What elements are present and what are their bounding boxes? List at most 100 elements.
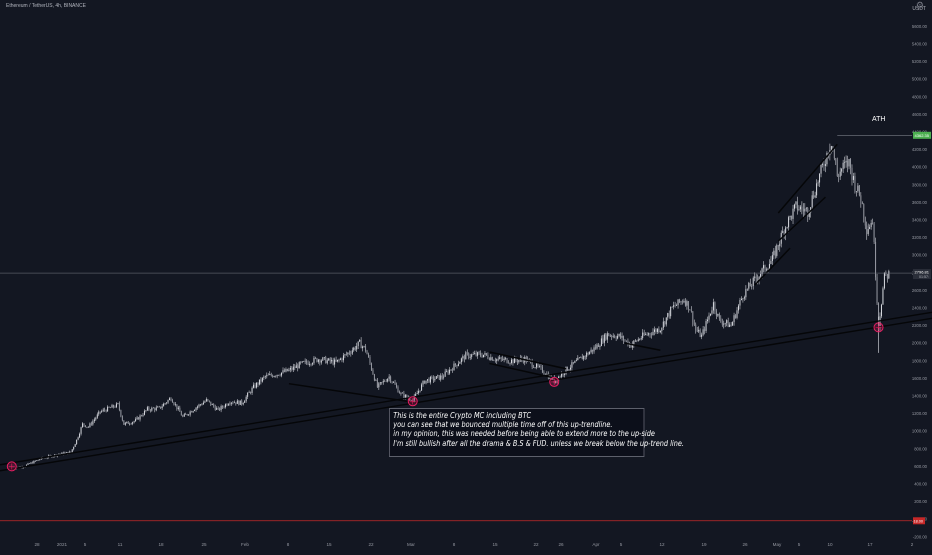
candle-body [752, 277, 754, 286]
candle-body [393, 382, 395, 383]
candle-body [620, 333, 622, 338]
time-tick-label: Feb [241, 542, 249, 547]
candle-body [658, 328, 660, 333]
candle-body [796, 201, 798, 211]
price-tick-label: 1200.00 [912, 411, 928, 416]
candle-body [580, 356, 582, 358]
candle-body [182, 415, 184, 417]
last-price-countdown: 01:57: [919, 275, 929, 279]
candle-body [354, 347, 356, 350]
candle-body [543, 372, 545, 375]
candle-body [139, 415, 141, 420]
price-tick-label: 600.00 [914, 464, 927, 469]
candle-body [701, 334, 703, 337]
candle-body [266, 374, 268, 377]
candle-body [767, 268, 769, 270]
candle-body [99, 411, 101, 413]
candle-body [424, 380, 426, 384]
annotation-note[interactable]: This is the entire Crypto MC including B… [389, 408, 684, 457]
candle-body [577, 357, 579, 361]
candle-body [801, 206, 803, 209]
candle-body [396, 384, 398, 387]
candle-body [861, 201, 863, 205]
candle-body [65, 452, 67, 453]
candle-body [115, 403, 117, 408]
candle-body [454, 363, 456, 365]
candle-body [686, 301, 688, 306]
candle-body [533, 366, 535, 368]
candle-body [671, 306, 673, 308]
candle-body [751, 285, 753, 287]
candle-body [593, 347, 595, 352]
candle-body [640, 338, 642, 340]
candle-body [306, 360, 308, 363]
candle-body [61, 452, 63, 454]
candle-body [735, 315, 737, 318]
price-tick-label: 3200.00 [912, 235, 928, 240]
candle-body [774, 250, 776, 256]
candle-body [765, 269, 767, 271]
candle-body [817, 182, 819, 184]
candle-body [643, 332, 645, 335]
candle-body [263, 376, 265, 378]
candle-body [400, 393, 402, 394]
candle-body [879, 316, 881, 328]
candle-body [26, 464, 28, 467]
candle-body [513, 357, 515, 364]
candle-body [387, 378, 389, 382]
candle-body [474, 353, 476, 355]
candle-body [857, 185, 859, 192]
candle-body [699, 329, 701, 337]
price-tick-label: 4200.00 [912, 147, 928, 152]
candle-body [275, 376, 277, 377]
candle-body [883, 272, 885, 289]
uptrend-line [0, 311, 932, 466]
candle-body [341, 358, 343, 361]
candle-body [742, 298, 744, 300]
candle-body [233, 402, 235, 404]
price-tick-label: 2000.00 [912, 341, 928, 346]
price-tick-label: 2200.00 [912, 323, 928, 328]
candle-body [95, 417, 97, 420]
candle-body [33, 460, 35, 464]
candle-body [325, 357, 327, 364]
candle-body [340, 358, 341, 360]
reference-badge [913, 517, 925, 525]
candle-body [568, 369, 570, 371]
candle-body [763, 265, 765, 269]
candle-body [824, 164, 826, 166]
time-axis[interactable]: 28 2021 5 11 18 25 Feb 8 15 22 Mar 8 15 22 26 Apr 5 12 19 2… [34, 542, 913, 547]
candle-body [615, 337, 617, 339]
candle-body [92, 421, 94, 425]
candle-body [481, 355, 483, 358]
settings-gear-icon[interactable]: ⚙ [915, 0, 924, 10]
candle-body [876, 277, 878, 304]
candle-body [138, 417, 140, 420]
candle-body [770, 260, 772, 265]
candle-body [223, 407, 225, 408]
time-tick-label: 10 [827, 542, 833, 547]
candle-body [804, 208, 806, 212]
time-tick-label: 15 [492, 542, 498, 547]
candle-body [118, 403, 120, 411]
candle-body [123, 420, 125, 425]
candle-body [886, 274, 888, 279]
candle-body [541, 366, 543, 373]
candle-body [692, 311, 694, 323]
candle-body [621, 336, 623, 338]
candle-body [882, 288, 884, 305]
time-tick-label: 17 [867, 542, 873, 547]
candle-body [316, 358, 318, 362]
candle-body [497, 358, 499, 360]
candle-body [264, 376, 266, 377]
candle-body [631, 344, 633, 348]
symbol-title[interactable]: Ethereum / TetherUS, 4h, BINANCE [6, 3, 86, 9]
candle-body [401, 393, 403, 394]
candle-body [158, 406, 160, 408]
candle-body [443, 376, 445, 378]
price-axis[interactable]: 5600.00 5400.00 5200.00 5000.00 4800.00 4600.… [912, 24, 931, 539]
candle-body [108, 406, 110, 408]
candle-body [110, 407, 112, 409]
